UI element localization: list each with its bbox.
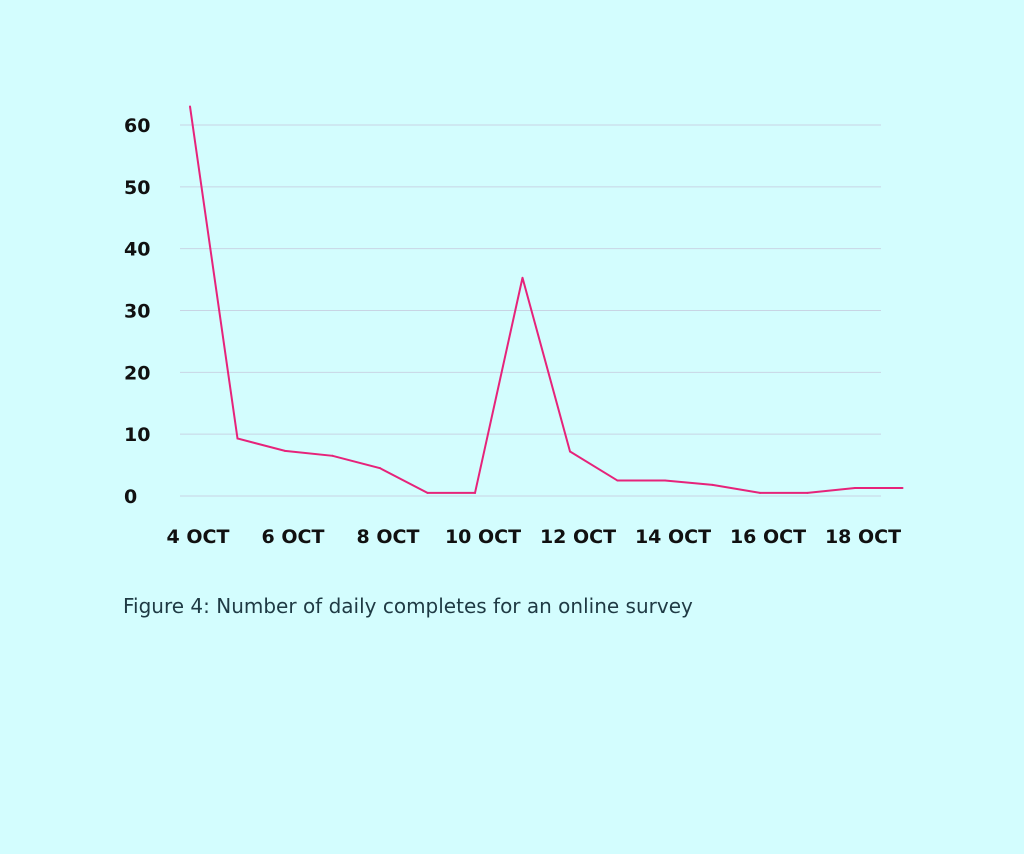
data-point [664,479,666,482]
data-point [569,450,571,453]
y-tick-label: 0 [124,486,137,508]
data-point [854,486,856,489]
y-axis-tick-labels: 0 10 20 30 40 50 60 [124,115,150,508]
figure-caption: Figure 4: Number of daily completes for … [123,594,693,618]
data-point [521,276,524,279]
y-tick-label: 50 [124,177,150,199]
x-tick-label: 12 OCT [540,526,616,548]
x-axis-tick-labels: 4 OCT 6 OCT 8 OCT 10 OCT 12 OCT 14 OCT 16 OCT 1… [167,526,902,548]
data-point [189,105,191,108]
x-tick-label: 18 OCT [825,526,901,548]
x-tick-label: 14 OCT [635,526,711,548]
data-point [474,491,476,494]
y-tick-label: 60 [124,115,150,137]
x-tick-label: 10 OCT [445,526,521,548]
y-tick-label: 10 [124,424,150,446]
series-line-0 [189,106,903,494]
data-point [616,479,619,482]
data-point [806,491,809,494]
data-point [236,437,239,440]
series-layer [189,105,904,494]
y-tick-label: 30 [124,301,150,323]
data-point [759,491,761,494]
data-point [284,449,286,452]
y-tick-label: 20 [124,362,150,384]
x-tick-label: 6 OCT [262,526,325,548]
data-point [901,486,904,489]
y-tick-label: 40 [124,239,150,261]
data-point [426,491,429,494]
x-tick-label: 8 OCT [357,526,420,548]
x-tick-label: 16 OCT [730,526,806,548]
data-point [379,467,381,470]
data-point [331,454,334,457]
data-point [711,483,714,486]
x-tick-label: 4 OCT [167,526,230,548]
